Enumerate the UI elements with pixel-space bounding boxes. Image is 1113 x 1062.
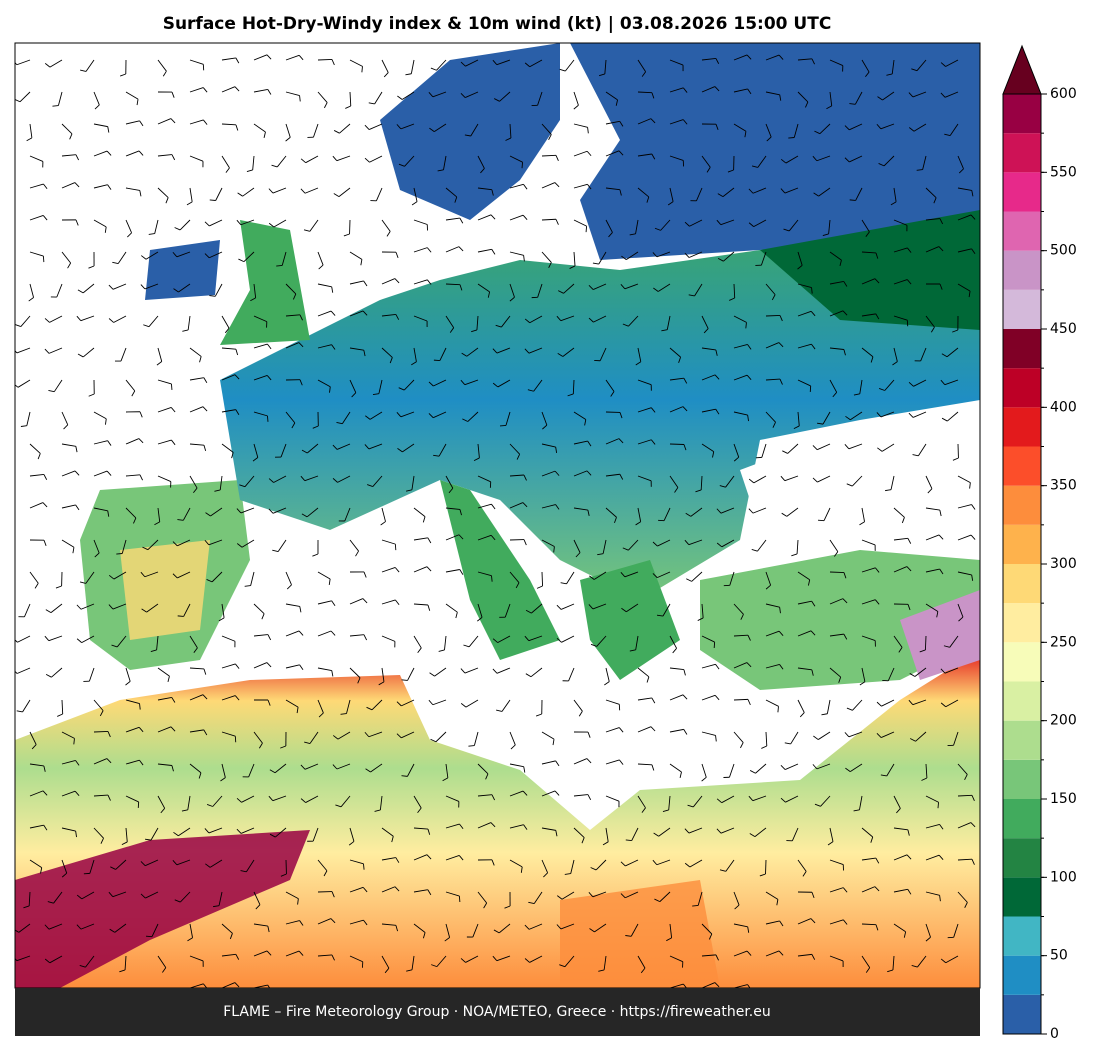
colorbar-bin — [1003, 603, 1041, 642]
colorbar-extend — [1003, 46, 1041, 94]
wind-barb — [276, 265, 282, 266]
colorbar-bin — [1003, 447, 1041, 486]
wind-barb — [522, 162, 523, 168]
colorbar-tick-label: 300 — [1050, 556, 1077, 572]
wind-barb — [267, 416, 268, 422]
map — [13, 43, 980, 1005]
colorbar-tick-label: 250 — [1050, 634, 1077, 650]
colorbar-tick-label: 400 — [1050, 399, 1077, 415]
wind-barb — [788, 137, 794, 138]
wind-barb — [766, 315, 780, 316]
wind-barb — [74, 738, 75, 744]
colorbar-tick-label: 350 — [1050, 478, 1077, 494]
wind-barb — [692, 905, 698, 906]
wind-barb — [363, 864, 364, 870]
colorbar-bin — [1003, 956, 1041, 995]
colorbar-bin — [1003, 721, 1041, 760]
colorbar-bin — [1003, 172, 1041, 211]
colorbar-tick-label: 50 — [1050, 948, 1068, 964]
wind-barb — [850, 200, 856, 201]
wind-barb — [586, 226, 587, 232]
colorbar-bin — [1003, 917, 1041, 956]
colorbar-bin — [1003, 133, 1041, 172]
colorbar-bin — [1003, 877, 1041, 916]
colorbar-bin — [1003, 368, 1041, 407]
wind-barb — [862, 924, 876, 925]
wind-barb — [925, 636, 926, 650]
colorbar-bin — [1003, 212, 1041, 251]
wind-barb — [778, 706, 779, 712]
footer-text: FLAME – Fire Meteorology Group · NOA/MET… — [223, 1004, 771, 1020]
map-title: Surface Hot-Dry-Windy index & 10m wind (… — [163, 14, 832, 34]
colorbar-bin — [1003, 407, 1041, 446]
hot-zone — [120, 540, 210, 640]
wind-barb — [830, 572, 844, 573]
colorbar-bin — [1003, 682, 1041, 721]
colorbar-bin — [1003, 642, 1041, 681]
colorbar: 0 50 100 150 200 250 300 350 400 450 500 550 600 — [1003, 46, 1077, 1042]
colorbar-bin — [1003, 838, 1041, 877]
colorbar-bin — [1003, 995, 1041, 1034]
colorbar-bin — [1003, 486, 1041, 525]
colorbar-tick-label: 150 — [1050, 791, 1077, 807]
colorbar-tick-label: 200 — [1050, 713, 1077, 729]
colorbar-bin — [1003, 329, 1041, 368]
wind-barb — [171, 384, 172, 390]
wind-barb — [542, 572, 543, 586]
colorbar-bin — [1003, 251, 1041, 290]
colorbar-bin — [1003, 290, 1041, 329]
colorbar-tick-label: 600 — [1050, 86, 1077, 102]
wind-barb — [178, 616, 184, 617]
wind-barb — [210, 200, 216, 201]
colorbar-bin — [1003, 564, 1041, 603]
wind-barb — [318, 59, 332, 60]
colorbar-tick-label: 0 — [1050, 1026, 1059, 1042]
wind-barb — [734, 699, 748, 700]
colorbar-bin — [1003, 525, 1041, 564]
wind-barb — [362, 66, 363, 72]
wind-barb — [94, 731, 108, 732]
wind-barb — [492, 576, 493, 582]
colorbar-tick-label: 500 — [1050, 243, 1077, 259]
colorbar-bin — [1003, 94, 1041, 133]
colorbar-tick-label: 450 — [1050, 321, 1077, 337]
wind-barb — [626, 840, 632, 841]
colorbar-bin — [1003, 760, 1041, 799]
colorbar-tick-label: 550 — [1050, 164, 1077, 180]
wind-barb — [938, 802, 939, 808]
colorbar-tick-label: 100 — [1050, 869, 1077, 885]
wind-barb — [116, 553, 122, 554]
colorbar-bin — [1003, 799, 1041, 838]
wind-barb — [746, 322, 747, 328]
